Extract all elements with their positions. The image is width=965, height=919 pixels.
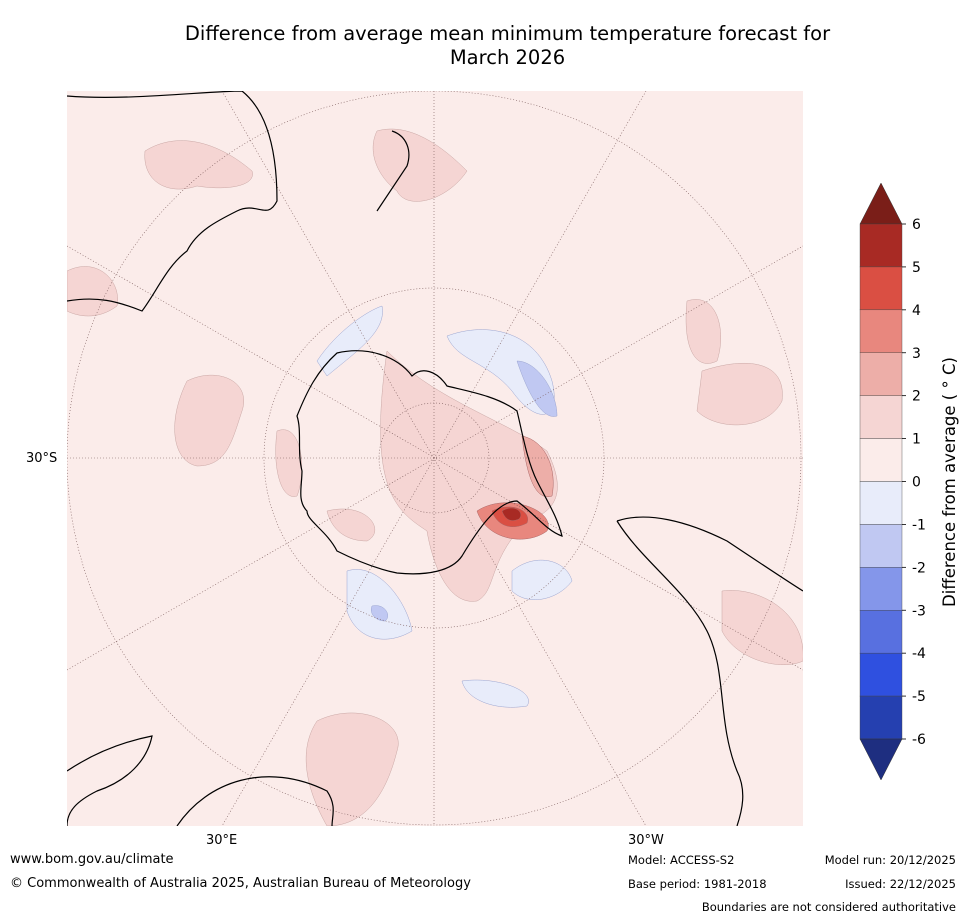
- colorbar-tick-label: 4: [912, 303, 921, 319]
- colorbar-tick-label: 3: [912, 346, 921, 362]
- colorbar-segment: [859, 438, 903, 482]
- colorbar-tick-label: -4: [912, 646, 926, 662]
- colorbar-segment: [859, 266, 903, 311]
- longitude-label-30e: 30°E: [206, 833, 238, 848]
- colorbar-segment: [859, 567, 903, 611]
- colorbar-tick-label: 5: [912, 260, 921, 276]
- colorbar-tick-label: 1: [912, 432, 921, 448]
- colorbar-segment: [859, 610, 903, 654]
- new-zealand-coast: [376, 130, 410, 212]
- colorbar-tick-label: -2: [912, 560, 926, 576]
- colorbar-tick-label: -6: [912, 732, 926, 748]
- colorbar-under-triangle: [859, 738, 903, 781]
- footer-model: Model: ACCESS-S2: [628, 853, 735, 867]
- colorbar: 6 5 4 3 2 1 0 -1 -2 -3 -4 -5 -6 Difference from avera…: [859, 182, 959, 781]
- colorbar-segment: [859, 352, 903, 396]
- colorbar-tick-label: 2: [912, 389, 921, 405]
- colorbar-tick-label: 6: [912, 217, 921, 233]
- footer-issued: Issued: 22/12/2025: [845, 877, 956, 891]
- africa-coast: [67, 735, 334, 826]
- graticule: [67, 91, 803, 826]
- chart-title: Difference from average mean minimum tem…: [100, 22, 915, 70]
- coastlines: [67, 91, 803, 826]
- anomaly-cool: [316, 305, 573, 708]
- footer-model-run: Model run: 20/12/2025: [824, 853, 956, 867]
- footer-disclaimer: Boundaries are not considered authoritat…: [701, 900, 956, 914]
- latitude-label-30s: 30°S: [26, 451, 58, 466]
- colorbar-segment: [859, 695, 903, 740]
- footer-url[interactable]: www.bom.gov.au/climate: [10, 852, 174, 867]
- colorbar-segment: [859, 524, 903, 568]
- south-america-coast: [616, 516, 803, 826]
- colorbar-tick-label: 0: [912, 475, 921, 491]
- colorbar-tick-label: -5: [912, 689, 926, 705]
- title-line-2: March 2026: [449, 46, 566, 69]
- colorbar-over-triangle: [859, 182, 903, 225]
- footer-base-period: Base period: 1981-2018: [628, 877, 767, 891]
- longitude-label-30w: 30°W: [628, 833, 664, 848]
- australia-coast: [67, 91, 278, 312]
- colorbar-tick-label: -3: [912, 603, 926, 619]
- colorbar-segment: [859, 652, 903, 697]
- colorbar-segment: [859, 309, 903, 353]
- title-line-1: Difference from average mean minimum tem…: [184, 22, 831, 45]
- colorbar-tick-label: -1: [912, 517, 926, 533]
- footer-copyright: © Commonwealth of Australia 2025, Austra…: [10, 876, 471, 891]
- antarctica-coast: [296, 350, 563, 575]
- forecast-map: [67, 91, 803, 826]
- anomaly-warm-1-2: [67, 128, 803, 826]
- colorbar-label: Difference from average ( ° C): [940, 357, 959, 607]
- colorbar-segment: [859, 395, 903, 439]
- colorbar-segment: [859, 223, 903, 268]
- colorbar-segment: [859, 481, 903, 525]
